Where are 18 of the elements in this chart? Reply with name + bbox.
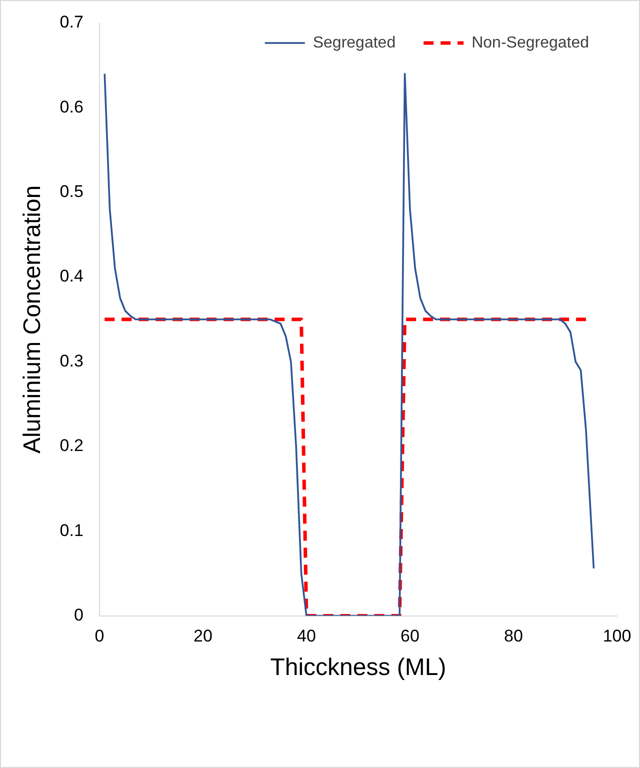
y-tick-label: 0.3	[60, 351, 84, 370]
y-tick-label: 0	[74, 605, 84, 624]
x-tick-label: 60	[400, 626, 420, 646]
x-tick-label: 100	[602, 626, 632, 646]
legend-label: Non-Segregated	[472, 34, 590, 52]
y-tick-label: 0.6	[60, 97, 84, 116]
y-tick-label: 0.7	[60, 12, 84, 32]
y-axis-title: Aluminium Concentration	[19, 185, 46, 454]
x-tick-label: 40	[297, 626, 316, 646]
x-tick-label: 20	[193, 626, 212, 646]
x-axis-title: Thicckness (ML)	[270, 654, 446, 682]
y-tick-label: 0.2	[60, 436, 84, 456]
legend-label: Segregated	[312, 34, 396, 52]
x-tick-label: 0	[94, 626, 104, 646]
y-tick-label: 0.4	[60, 266, 84, 286]
y-tick-label: 0.5	[60, 182, 84, 202]
x-tick-label: 80	[504, 626, 523, 646]
y-tick-label: 0.1	[60, 520, 84, 540]
